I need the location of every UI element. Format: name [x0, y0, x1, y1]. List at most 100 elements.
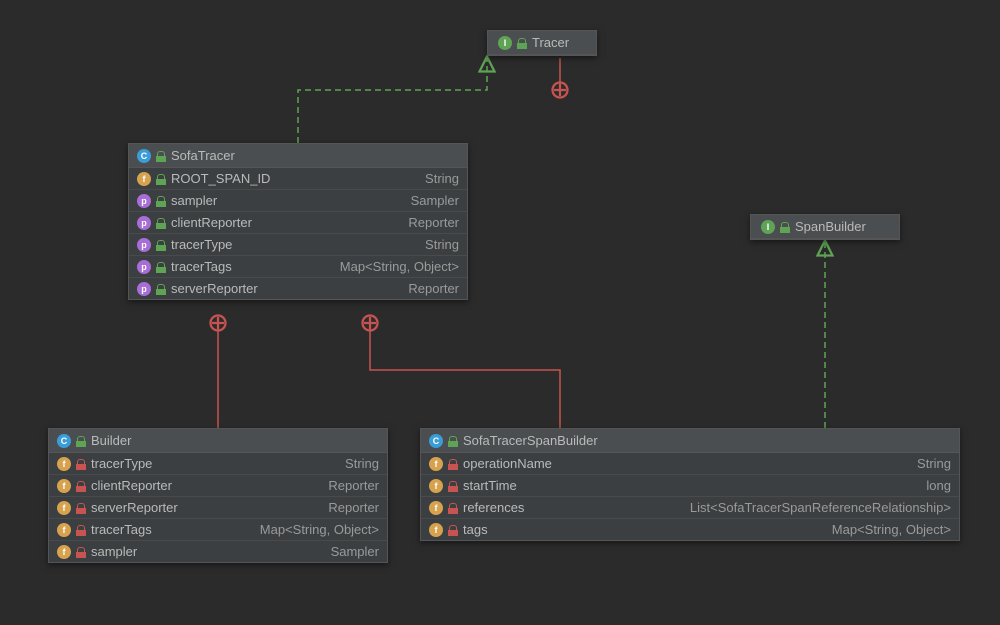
- member-type: String: [917, 456, 951, 471]
- class-tracer[interactable]: I Tracer: [487, 30, 597, 56]
- lock-icon: [517, 38, 527, 48]
- member-type: Map<String, Object>: [832, 522, 951, 537]
- member-type: String: [425, 237, 459, 252]
- member-name: startTime: [463, 478, 517, 493]
- lock-icon: [76, 525, 86, 535]
- lock-icon: [448, 525, 458, 535]
- member-name: serverReporter: [171, 281, 258, 296]
- member-type: Reporter: [328, 478, 379, 493]
- member-row[interactable]: p sampler Sampler: [129, 190, 467, 212]
- property-badge-icon: p: [137, 260, 151, 274]
- class-spanBuilder[interactable]: I SpanBuilder: [750, 214, 900, 240]
- class-badge-icon: C: [57, 434, 71, 448]
- field-badge-icon: f: [57, 457, 71, 471]
- member-row[interactable]: f clientReporter Reporter: [49, 475, 387, 497]
- member-type: Reporter: [408, 215, 459, 230]
- member-row[interactable]: p clientReporter Reporter: [129, 212, 467, 234]
- member-name: tracerType: [171, 237, 232, 252]
- field-badge-icon: f: [57, 523, 71, 537]
- edge-implements: [298, 58, 487, 143]
- class-header: I Tracer: [488, 31, 596, 55]
- interface-badge-icon: I: [761, 220, 775, 234]
- class-header: C SofaTracerSpanBuilder: [421, 429, 959, 453]
- class-badge-icon: C: [137, 149, 151, 163]
- field-badge-icon: f: [429, 523, 443, 537]
- class-sofaTracerSpanBuilder[interactable]: C SofaTracerSpanBuilder f operationName Stri…: [420, 428, 960, 541]
- lock-icon: [76, 503, 86, 513]
- lock-icon: [156, 262, 166, 272]
- field-badge-icon: f: [429, 501, 443, 515]
- property-badge-icon: p: [137, 238, 151, 252]
- class-title: SofaTracer: [171, 148, 235, 163]
- field-badge-icon: f: [57, 501, 71, 515]
- member-row[interactable]: p tracerType String: [129, 234, 467, 256]
- field-badge-icon: f: [429, 457, 443, 471]
- lock-icon: [156, 196, 166, 206]
- property-badge-icon: p: [137, 216, 151, 230]
- member-row[interactable]: f operationName String: [421, 453, 959, 475]
- member-name: operationName: [463, 456, 552, 471]
- member-name: tracerTags: [91, 522, 152, 537]
- member-name: ROOT_SPAN_ID: [171, 171, 270, 186]
- class-header: I SpanBuilder: [751, 215, 899, 239]
- class-title: SofaTracerSpanBuilder: [463, 433, 598, 448]
- lock-icon: [156, 151, 166, 161]
- member-type: List<SofaTracerSpanReferenceRelationship…: [690, 500, 951, 515]
- member-row[interactable]: f references List<SofaTracerSpanReferenceR…: [421, 497, 959, 519]
- member-row[interactable]: f startTime long: [421, 475, 959, 497]
- member-type: Map<String, Object>: [340, 259, 459, 274]
- member-row[interactable]: ftagsMap<String, Object>: [421, 519, 959, 540]
- lock-icon: [448, 503, 458, 513]
- field-badge-icon: f: [429, 479, 443, 493]
- member-name: tracerTags: [171, 259, 232, 274]
- interface-badge-icon: I: [498, 36, 512, 50]
- class-title: SpanBuilder: [795, 219, 866, 234]
- lock-icon: [780, 222, 790, 232]
- member-name: serverReporter: [91, 500, 178, 515]
- lock-icon: [76, 459, 86, 469]
- property-badge-icon: p: [137, 282, 151, 296]
- member-type: Map<String, Object>: [260, 522, 379, 537]
- member-type: Reporter: [408, 281, 459, 296]
- member-row[interactable]: p tracerTags Map<String, Object>: [129, 256, 467, 278]
- member-name: references: [463, 500, 524, 515]
- class-title: Builder: [91, 433, 131, 448]
- lock-icon: [76, 481, 86, 491]
- lock-icon: [156, 174, 166, 184]
- lock-icon: [156, 240, 166, 250]
- member-name: tracerType: [91, 456, 152, 471]
- class-sofaTracer[interactable]: C SofaTracer f ROOT_SPAN_ID String p sampler Sa…: [128, 143, 468, 300]
- lock-icon: [448, 481, 458, 491]
- member-name: clientReporter: [171, 215, 252, 230]
- member-name: sampler: [171, 193, 217, 208]
- class-header: C SofaTracer: [129, 144, 467, 168]
- lock-icon: [156, 218, 166, 228]
- member-row[interactable]: f tracerType String: [49, 453, 387, 475]
- member-row[interactable]: f serverReporter Reporter: [49, 497, 387, 519]
- member-row[interactable]: f tracerTags Map<String, Object>: [49, 519, 387, 541]
- edge-inner: [370, 323, 560, 428]
- member-type: Sampler: [411, 193, 459, 208]
- member-type: long: [926, 478, 951, 493]
- class-header: C Builder: [49, 429, 387, 453]
- member-type: Reporter: [328, 500, 379, 515]
- member-type: String: [345, 456, 379, 471]
- member-name: clientReporter: [91, 478, 172, 493]
- member-type: Sampler: [331, 544, 379, 559]
- lock-icon: [448, 459, 458, 469]
- member-row[interactable]: p serverReporter Reporter: [129, 278, 467, 299]
- field-badge-icon: f: [57, 479, 71, 493]
- lock-icon: [76, 436, 86, 446]
- field-badge-icon: f: [57, 545, 71, 559]
- member-name: sampler: [91, 544, 137, 559]
- lock-icon: [156, 284, 166, 294]
- property-badge-icon: p: [137, 194, 151, 208]
- lock-icon: [448, 436, 458, 446]
- member-row[interactable]: fROOT_SPAN_IDString: [129, 168, 467, 190]
- class-title: Tracer: [532, 35, 569, 50]
- member-row[interactable]: f sampler Sampler: [49, 541, 387, 562]
- class-builder[interactable]: C Builder f tracerType String f clientReporter…: [48, 428, 388, 563]
- class-badge-icon: C: [429, 434, 443, 448]
- lock-icon: [76, 547, 86, 557]
- field-badge-icon: f: [137, 172, 151, 186]
